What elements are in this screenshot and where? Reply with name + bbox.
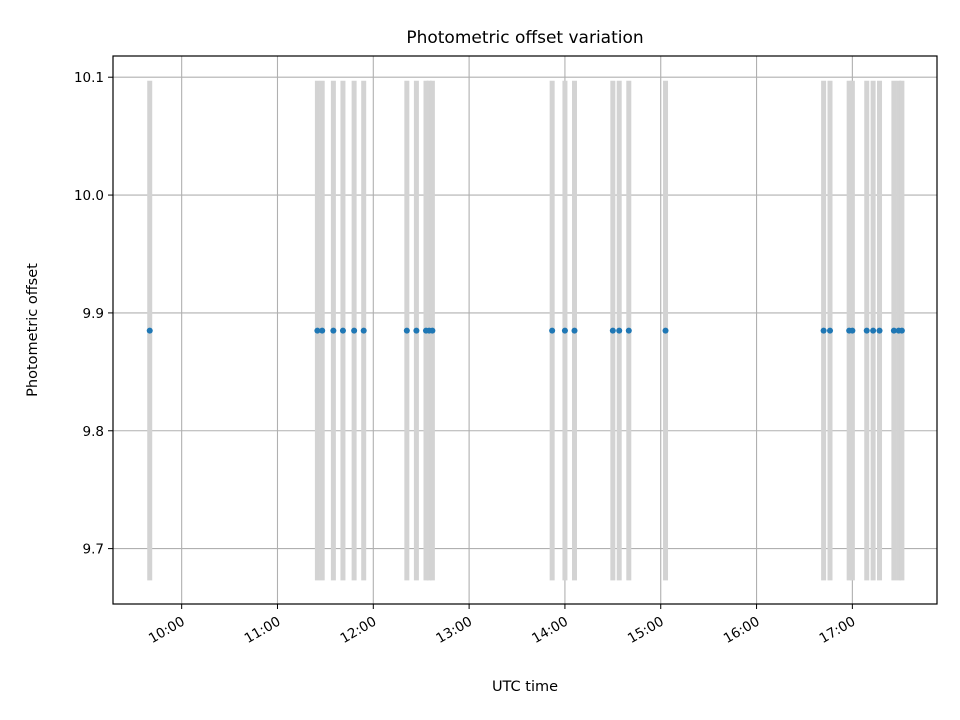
data-point <box>339 327 346 334</box>
data-point <box>571 327 578 334</box>
x-tick-label: 11:00 <box>242 614 284 647</box>
chart-title: Photometric offset variation <box>406 28 643 48</box>
y-tick-label: 10.1 <box>74 70 104 86</box>
data-point <box>616 327 623 334</box>
x-tick-label: 16:00 <box>721 614 763 647</box>
x-tick-label: 17:00 <box>817 614 859 647</box>
data-point <box>549 327 556 334</box>
data-point <box>403 327 410 334</box>
data-point <box>625 327 632 334</box>
data-point <box>146 327 153 334</box>
grid <box>113 56 937 604</box>
data-point <box>890 327 897 334</box>
data-point <box>662 327 669 334</box>
y-tick-label: 9.8 <box>83 424 104 440</box>
data-points <box>146 327 905 334</box>
x-tick-label: 13:00 <box>433 614 475 647</box>
data-point <box>870 327 877 334</box>
y-axis-title: Photometric offset <box>25 263 41 397</box>
data-point <box>827 327 834 334</box>
x-tick-label: 12:00 <box>338 614 380 647</box>
data-point <box>429 327 436 334</box>
y-tick-label: 10.0 <box>74 188 104 204</box>
data-point <box>413 327 420 334</box>
data-point <box>863 327 870 334</box>
data-point <box>876 327 883 334</box>
data-point <box>351 327 358 334</box>
data-point <box>849 327 856 334</box>
data-point <box>360 327 367 334</box>
x-axis-title: UTC time <box>492 679 558 695</box>
data-point <box>898 327 905 334</box>
data-point <box>314 327 321 334</box>
plot-frame <box>112 55 938 605</box>
x-tick-label: 15:00 <box>625 614 667 647</box>
y-tick-label: 9.7 <box>83 542 104 558</box>
data-point <box>561 327 568 334</box>
x-tick-label: 14:00 <box>529 614 571 647</box>
data-point <box>820 327 827 334</box>
y-tick-label: 9.9 <box>83 306 104 322</box>
error-bars <box>147 80 905 581</box>
data-point <box>330 327 337 334</box>
data-point <box>609 327 616 334</box>
axis-ticks: 10:00 11:00 12:00 13:00 14:00 15:00 16:00 17:00… <box>74 70 858 647</box>
data-point <box>319 327 326 334</box>
x-tick-label: 10:00 <box>146 614 188 647</box>
